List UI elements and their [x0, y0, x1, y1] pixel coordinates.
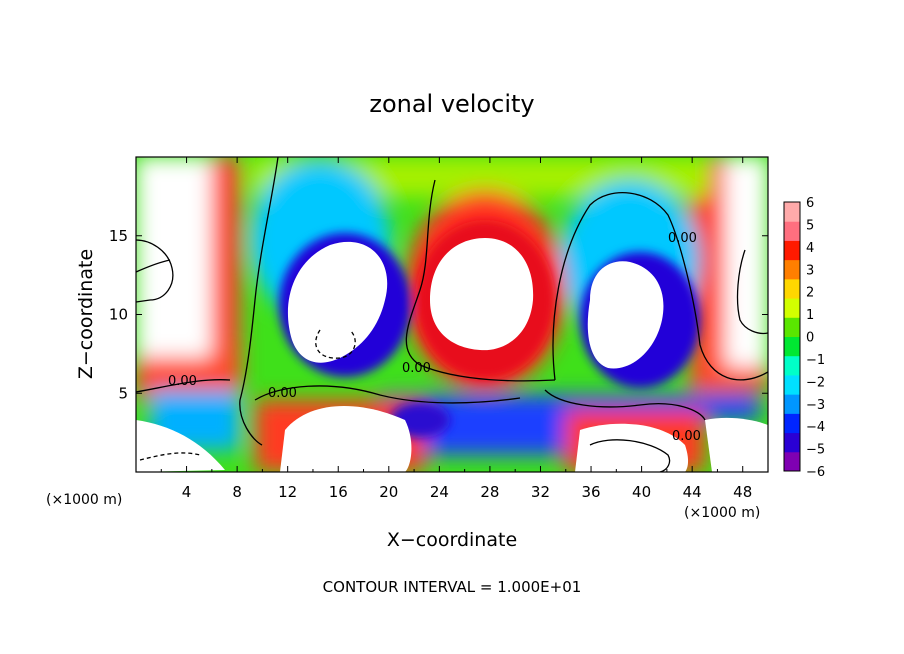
contour-label: 0.00: [668, 231, 697, 246]
colorbar-tick-label: 6: [806, 196, 814, 211]
contour-label: 0.00: [168, 374, 197, 389]
x-tick-label: 24: [430, 483, 449, 501]
colorbar-swatch: [784, 355, 800, 376]
x-tick-label: 12: [278, 483, 297, 501]
colorbar-tick-label: 3: [806, 263, 814, 278]
chart-title: zonal velocity: [369, 90, 534, 118]
x-tick-label: 28: [480, 483, 499, 501]
colorbar-tick-label: −6: [806, 465, 825, 480]
x-tick-label: 48: [733, 483, 752, 501]
contour-label: 0.00: [672, 429, 701, 444]
colorbar-swatch: [784, 432, 800, 453]
colorbar-swatch: [784, 374, 800, 395]
colorbar-tick-label: −5: [806, 443, 825, 458]
colorbar-swatch: [784, 278, 800, 299]
colorbar-tick-label: 2: [806, 286, 814, 301]
colorbar-tick-label: −2: [806, 375, 825, 390]
contour-label: 0.00: [402, 361, 431, 376]
x-tick-label: 16: [329, 483, 348, 501]
colorbar-tick-label: −1: [806, 353, 825, 368]
contour-interval-footer: CONTOUR INTERVAL = 1.000E+01: [323, 578, 582, 596]
x-axis-title: X−coordinate: [387, 529, 517, 551]
colorbar-swatch: [784, 451, 800, 472]
colorbar-tick-label: 4: [806, 241, 814, 256]
colorbar-tick-label: 5: [806, 218, 814, 233]
x-tick-label: 4: [182, 483, 192, 501]
y-axis-title: Z−coordinate: [75, 249, 97, 379]
x-tick-label: 36: [581, 483, 600, 501]
x-tick-label: 32: [531, 483, 550, 501]
contour-labels: 0.00 0.00 0.00 0.00 0.00: [168, 231, 701, 444]
colorbar-swatch: [784, 259, 800, 280]
colorbar: 6 5 4 3 2 1 0 −1 −2 −3 −4 −5 −6: [783, 196, 825, 480]
contour-label: 0.00: [268, 386, 297, 401]
colorbar-swatch: [784, 413, 800, 434]
y-axis: 5 10 15: [109, 227, 768, 402]
colorbar-tick-label: 1: [806, 308, 814, 323]
y-tick-label: 15: [109, 227, 128, 245]
colorbar-swatch: [784, 298, 800, 318]
colorbar-swatch: [784, 202, 800, 222]
colorbar-tick-label: −4: [806, 420, 825, 435]
x-tick-label: 44: [683, 483, 702, 501]
heatmap-field: [136, 157, 768, 472]
x-tick-label: 20: [379, 483, 398, 501]
colorbar-frame: [783, 201, 801, 472]
colorbar-swatch: [784, 221, 800, 241]
x-axis: 4 8 12 16 20 24 28 32 36 40 44 48: [160, 157, 752, 501]
y-tick-label: 10: [109, 306, 128, 324]
colorbar-tick-label: −3: [806, 398, 825, 413]
x-tick-label: 40: [632, 483, 651, 501]
colorbar-swatch: [784, 317, 800, 337]
x-unit-label-right: (×1000 m): [684, 505, 760, 521]
colorbar-swatch: [784, 336, 800, 357]
y-tick-label: 5: [118, 384, 128, 402]
colorbar-swatch: [784, 240, 800, 261]
colorbar-tick-label: 0: [806, 331, 814, 346]
x-tick-label: 8: [232, 483, 242, 501]
x-unit-label-left: (×1000 m): [46, 492, 122, 508]
colorbar-swatch: [784, 394, 800, 414]
